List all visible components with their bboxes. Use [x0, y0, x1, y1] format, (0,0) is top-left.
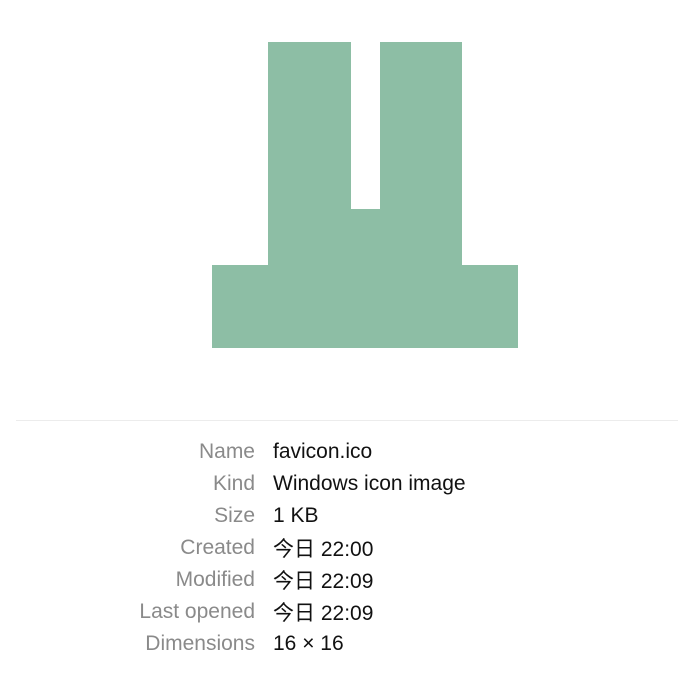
favicon-glyph-icon — [212, 42, 518, 348]
info-label: Last opened — [139, 600, 255, 623]
info-value: favicon.ico — [273, 440, 373, 463]
info-row-kind: Kind Windows icon image — [0, 468, 694, 500]
favicon-glyph-shape — [212, 42, 518, 348]
info-row-dimensions: Dimensions 16 × 16 — [0, 628, 694, 660]
info-row-name: Name favicon.ico — [0, 436, 694, 468]
info-label: Name — [198, 440, 255, 463]
info-row-modified: Modified 今日 22:09 — [0, 564, 694, 596]
info-label: Modified — [175, 568, 255, 591]
info-value: 今日 22:09 — [273, 602, 374, 625]
info-label: Kind — [212, 472, 255, 495]
info-row-last-opened: Last opened 今日 22:09 — [0, 596, 694, 628]
divider — [16, 420, 678, 421]
file-preview — [212, 42, 518, 348]
info-value: 今日 22:00 — [273, 538, 374, 561]
info-label: Dimensions — [145, 632, 255, 655]
info-value: 1 KB — [273, 504, 319, 527]
file-info-panel: Name favicon.ico Kind Windows icon image… — [0, 436, 694, 660]
info-value: Windows icon image — [273, 472, 466, 495]
info-row-created: Created 今日 22:00 — [0, 532, 694, 564]
info-label: Created — [180, 536, 255, 559]
info-value: 16 × 16 — [273, 632, 344, 655]
info-value: 今日 22:09 — [273, 570, 374, 593]
info-label: Size — [214, 504, 255, 527]
info-row-size: Size 1 KB — [0, 500, 694, 532]
